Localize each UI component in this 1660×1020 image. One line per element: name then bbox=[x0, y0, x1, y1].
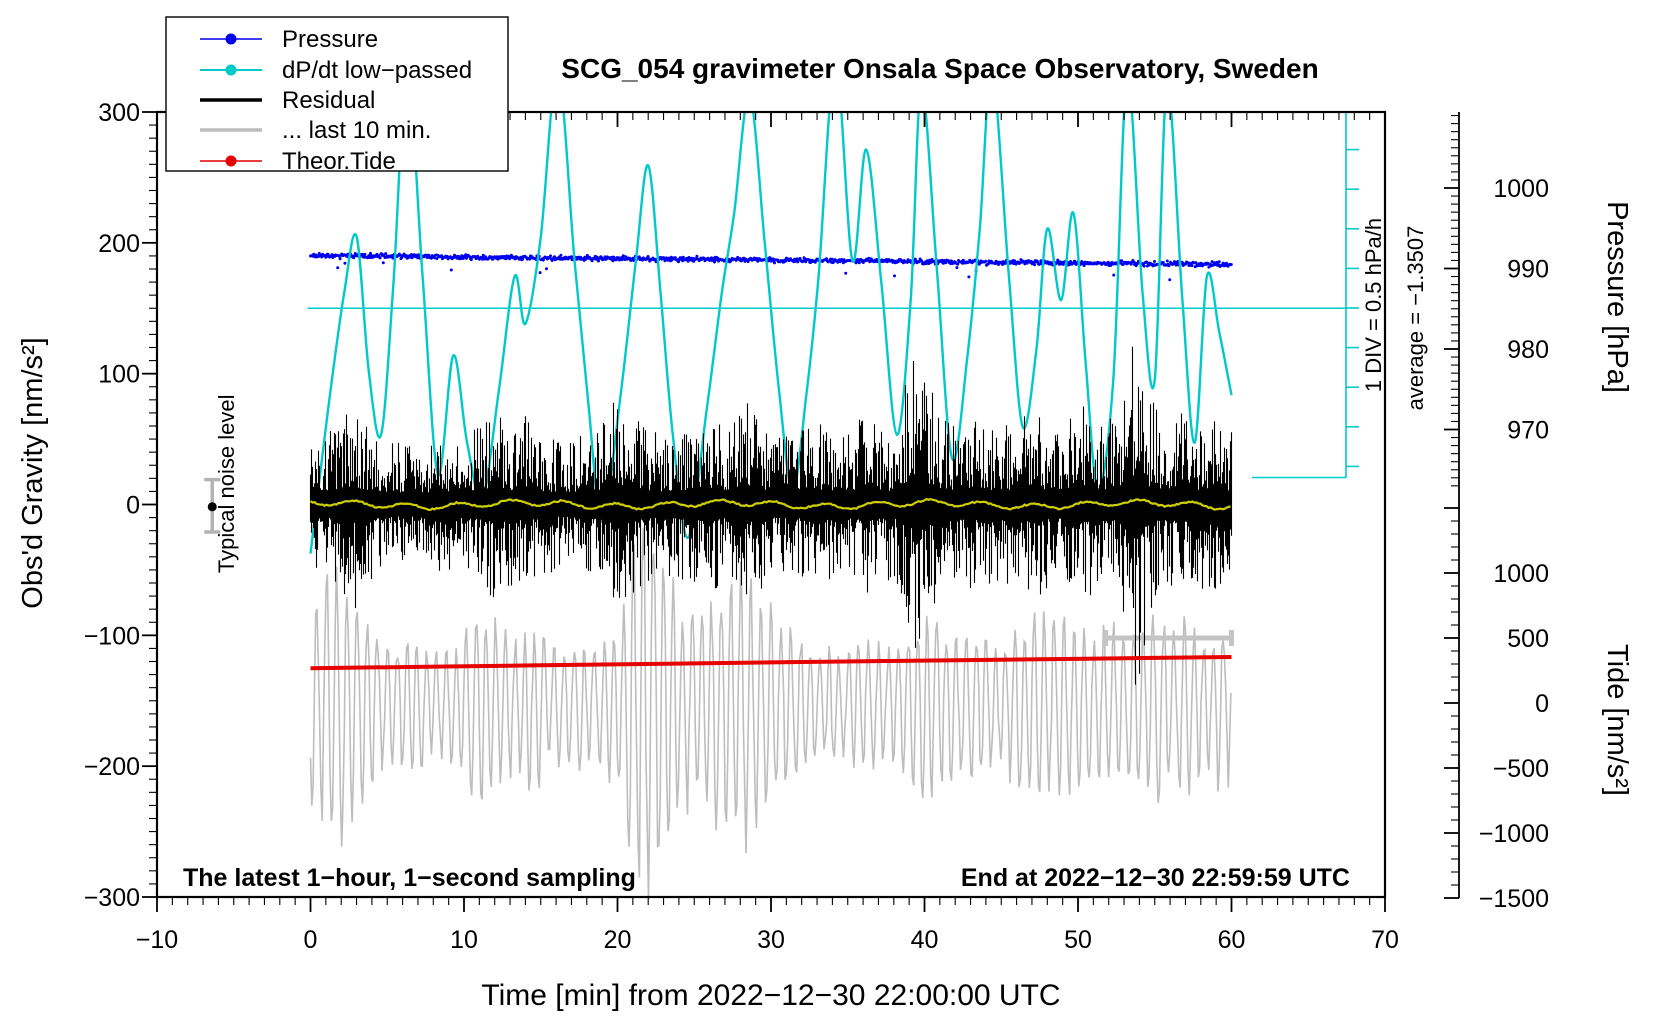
pressure-tick-label: 990 bbox=[1507, 256, 1549, 284]
end-time-note: End at 2022−12−30 22:59:59 UTC bbox=[961, 864, 1350, 892]
tide-tick-label: −500 bbox=[1493, 755, 1549, 783]
legend-entry-label: dP/dt low−passed bbox=[282, 57, 472, 84]
bottom-axis-tick-label: 60 bbox=[1218, 926, 1246, 954]
pressure-axis-title: Pressure [hPa] bbox=[1601, 201, 1633, 393]
bottom-axis-tick-label: 40 bbox=[911, 926, 939, 954]
sampling-note: The latest 1−hour, 1−second sampling bbox=[183, 864, 636, 892]
last10min-trace bbox=[309, 527, 1232, 900]
chart-title: SCG_054 gravimeter Onsala Space Observat… bbox=[561, 53, 1318, 84]
tide-tick-label: −1500 bbox=[1479, 885, 1549, 913]
bottom-axis-tick-label: −10 bbox=[136, 926, 178, 954]
left-axis-tick-label: −200 bbox=[84, 753, 140, 781]
tide-tick-label: −1000 bbox=[1479, 820, 1549, 848]
bottom-axis-tick-label: 30 bbox=[757, 926, 785, 954]
left-axis-tick-label: −100 bbox=[84, 622, 140, 650]
left-axis-title: Obs'd Gravity [nm/s²] bbox=[17, 337, 49, 608]
legend-entry-label: ... last 10 min. bbox=[282, 117, 431, 144]
left-axis-tick-label: 100 bbox=[98, 361, 140, 389]
pressure-dots bbox=[309, 251, 1233, 282]
tide-tick-label: 500 bbox=[1507, 625, 1549, 653]
legend: Pressure dP/dt low−passed Residual ... last… bbox=[165, 16, 509, 175]
legend-sample-dot bbox=[225, 64, 237, 76]
dpdt-ruler bbox=[307, 112, 1359, 479]
pressure-tick-label: 970 bbox=[1507, 417, 1549, 445]
legend-entry-label: Pressure bbox=[282, 26, 378, 53]
pressure-tick-label: 1000 bbox=[1493, 175, 1549, 203]
left-axis-tick-label: −300 bbox=[84, 884, 140, 912]
residual-path bbox=[309, 346, 1233, 685]
tide-tick-label: 0 bbox=[1535, 690, 1549, 718]
bottom-axis-tick-label: 20 bbox=[604, 926, 632, 954]
left-axis-tick-label: 0 bbox=[126, 492, 140, 520]
last10min-path bbox=[309, 527, 1232, 900]
bottom-axis-tick-label: 50 bbox=[1064, 926, 1092, 954]
last10min-indicator-bar bbox=[1103, 629, 1234, 646]
div-scale-label: 1 DIV = 0.5 hPa/h bbox=[1361, 218, 1386, 392]
pressure-tick-label: 980 bbox=[1507, 336, 1549, 364]
legend-entry-label: Residual bbox=[282, 87, 375, 114]
noise-level-label: Typical noise level bbox=[214, 395, 239, 574]
residual-series bbox=[309, 346, 1233, 685]
lowpass-path bbox=[309, 497, 1231, 512]
bottom-axis-tick-label: 10 bbox=[450, 926, 478, 954]
legend-box bbox=[165, 16, 509, 172]
bottom-axis-tick-label: 70 bbox=[1371, 926, 1399, 954]
bottom-axis-title: Time [min] from 2022−12−30 22:00:00 UTC bbox=[481, 979, 1060, 1012]
tide-tick-label: 1000 bbox=[1493, 560, 1549, 588]
legend-entry-label: Theor.Tide bbox=[282, 148, 396, 175]
lowpass-series bbox=[309, 497, 1231, 512]
noise-level-marker bbox=[204, 477, 221, 534]
average-label: average = −1.3507 bbox=[1403, 226, 1428, 411]
tide-axis-title: Tide [nm/s²] bbox=[1601, 644, 1633, 796]
left-axis-tick-label: 300 bbox=[98, 99, 140, 127]
legend-sample-dot bbox=[225, 33, 237, 45]
theor-tide-path bbox=[310, 655, 1232, 671]
pressure-series bbox=[309, 251, 1233, 282]
bottom-axis-tick-label: 0 bbox=[304, 926, 318, 954]
noise-marker-dot bbox=[207, 502, 217, 512]
left-axis-tick-label: 200 bbox=[98, 230, 140, 258]
legend-sample-dot bbox=[225, 155, 237, 167]
outer-right-axis bbox=[1444, 112, 1460, 899]
plot-frame bbox=[142, 110, 1387, 912]
